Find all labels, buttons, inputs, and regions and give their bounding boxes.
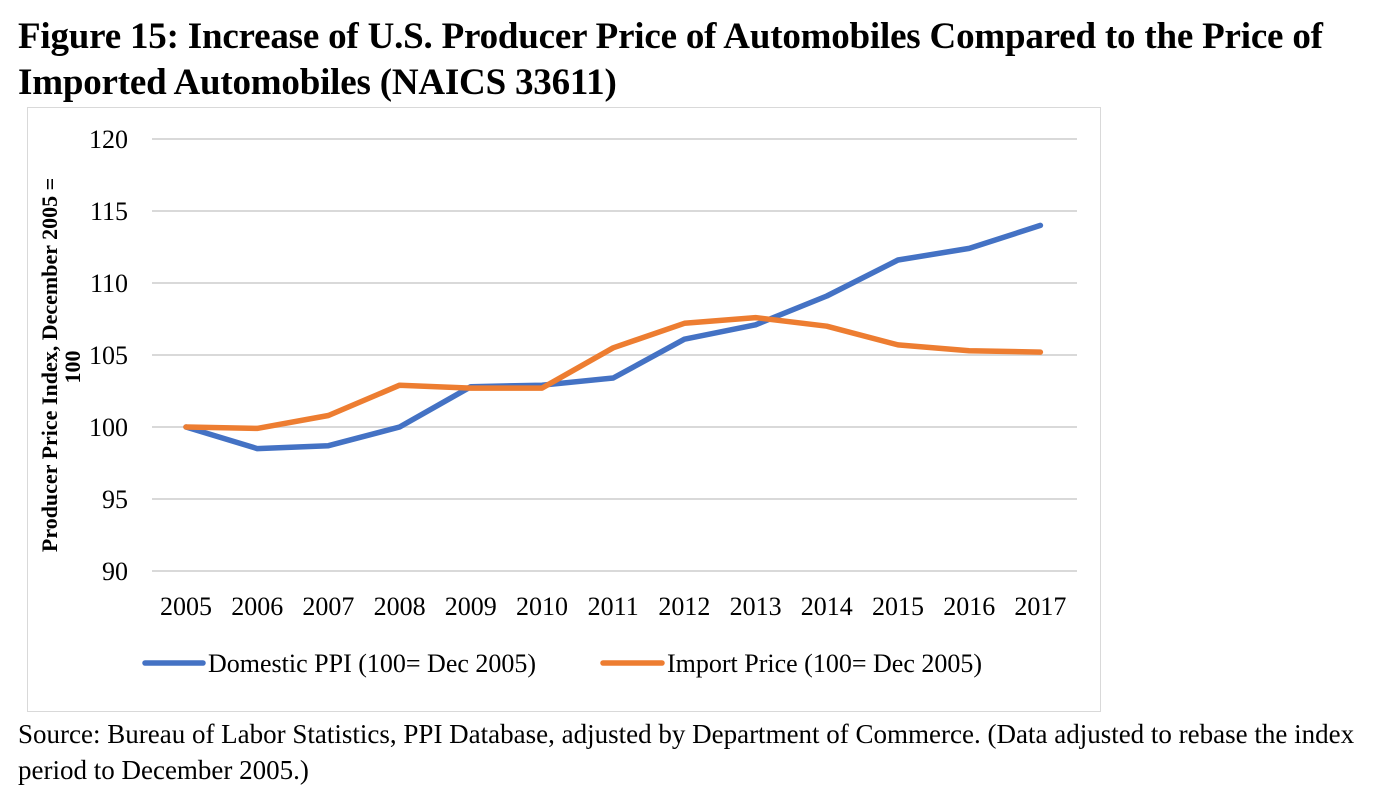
x-tick-label: 2006 (231, 592, 283, 621)
series-lines (183, 222, 1044, 452)
x-tick-label: 2011 (588, 592, 639, 621)
x-tick-label: 2014 (801, 592, 853, 621)
y-tick-label: 100 (89, 413, 128, 442)
y-tick-label: 105 (89, 341, 128, 370)
legend-item: Domestic PPI (100= Dec 2005) (142, 649, 536, 678)
source-note: Source: Bureau of Labor Statistics, PPI … (18, 719, 1355, 785)
x-axis-ticks: 2005 2006 2007 2008 2009 2010 2011 2012 2013 2014… (160, 592, 1066, 621)
y-tick-label: 90 (102, 557, 128, 586)
chart-frame (27, 107, 1101, 712)
series-line-import-price (183, 314, 1044, 432)
y-axis-ticks: 90 95 100 105 110 115 120 (89, 125, 128, 586)
x-tick-label: 2017 (1014, 592, 1066, 621)
x-tick-label: 2016 (943, 592, 995, 621)
figure-title: Figure 15: Increase of U.S. Producer Pri… (18, 16, 1323, 103)
x-tick-label: 2007 (302, 592, 354, 621)
x-tick-label: 2010 (516, 592, 568, 621)
legend-item: Import Price (100= Dec 2005) (600, 649, 982, 678)
y-axis-title-line2: 100 (60, 351, 85, 384)
legend: Domestic PPI (100= Dec 2005) Import Price… (142, 649, 982, 678)
gridlines (152, 138, 1077, 572)
x-tick-label: 2015 (872, 592, 924, 621)
y-tick-label: 120 (89, 125, 128, 154)
y-tick-label: 95 (102, 485, 128, 514)
x-tick-label: 2009 (445, 592, 497, 621)
x-tick-label: 2013 (730, 592, 782, 621)
legend-label: Domestic PPI (100= Dec 2005) (208, 649, 536, 678)
legend-label: Import Price (100= Dec 2005) (667, 649, 982, 678)
y-tick-label: 110 (90, 269, 128, 298)
y-axis-title: Producer Price Index, December 2005 = (37, 178, 62, 552)
series-line-domestic-ppi (183, 222, 1044, 452)
y-tick-label: 115 (90, 197, 128, 226)
x-tick-label: 2005 (160, 592, 212, 621)
y-axis-label: Producer Price Index, December 2005 =100 (37, 178, 85, 552)
x-tick-label: 2012 (658, 592, 710, 621)
x-tick-label: 2008 (374, 592, 426, 621)
